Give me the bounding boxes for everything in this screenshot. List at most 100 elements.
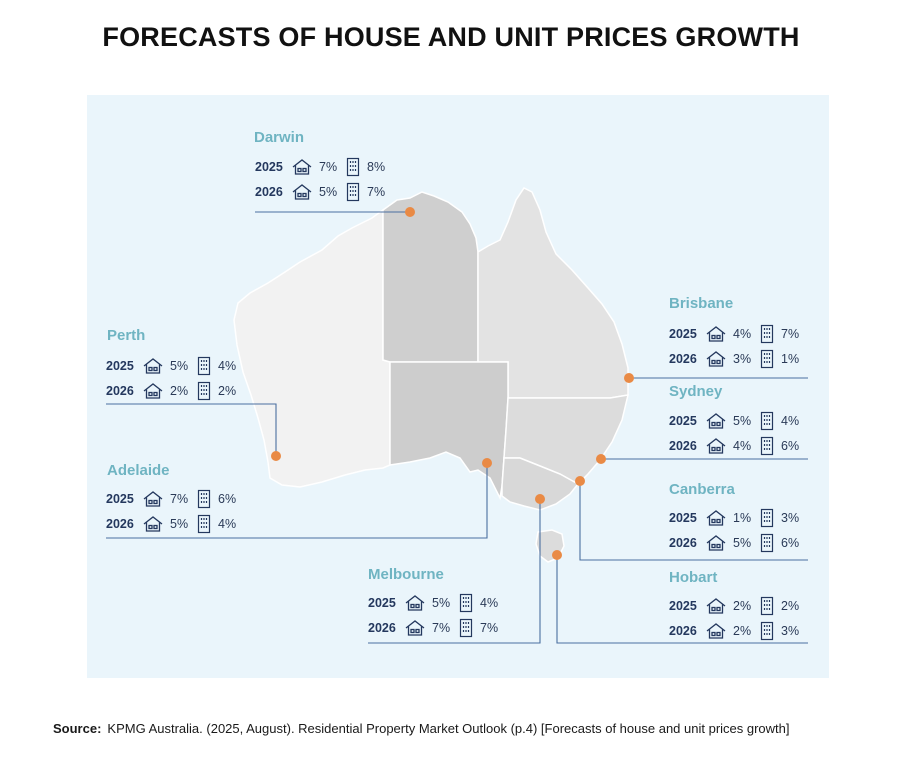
year-label: 2026 [669, 536, 697, 550]
unit-growth-value: 4% [781, 414, 800, 428]
city-label-brisbane: Brisbane [669, 295, 734, 312]
house-icon [705, 622, 727, 640]
forecast-row: 2026 2% 2% [106, 380, 244, 402]
leader-lines [106, 211, 808, 644]
house-growth-value: 2% [733, 599, 752, 613]
city-label-perth: Perth [107, 327, 146, 344]
forecast-row: 2025 2% 2% [669, 595, 807, 617]
apartment-building-icon [759, 411, 775, 431]
house-growth-value: 2% [733, 624, 752, 638]
house-growth-value: 1% [733, 511, 752, 525]
leader-line-melbourne [368, 499, 541, 644]
house-icon [142, 515, 164, 533]
source-label: Source: [53, 721, 102, 736]
house-icon [404, 619, 426, 637]
house-growth-value: 4% [733, 439, 752, 453]
house-icon [705, 350, 727, 368]
house-growth-value: 5% [319, 185, 338, 199]
leader-line-hobart [556, 555, 808, 644]
region-victoria [501, 457, 580, 511]
year-label: 2026 [106, 384, 134, 398]
source-text: KPMG Australia. (2025, August). Resident… [107, 721, 790, 736]
apartment-building-icon [196, 356, 212, 376]
house-growth-value: 5% [170, 517, 189, 531]
unit-growth-value: 1% [781, 352, 800, 366]
leader-line-canberra [579, 481, 808, 561]
unit-growth-value: 2% [781, 599, 800, 613]
year-label: 2026 [368, 621, 396, 635]
apartment-building-icon [759, 533, 775, 553]
forecast-row: 2026 5% 6% [669, 532, 807, 554]
forecast-row: 2026 4% 6% [669, 435, 807, 457]
apartment-building-icon [759, 436, 775, 456]
house-icon [705, 325, 727, 343]
forecast-row: 2025 4% 7% [669, 323, 807, 345]
house-growth-value: 5% [432, 596, 451, 610]
apartment-building-icon [759, 349, 775, 369]
year-label: 2026 [669, 439, 697, 453]
unit-growth-value: 3% [781, 624, 800, 638]
house-growth-value: 5% [733, 414, 752, 428]
year-label: 2026 [669, 624, 697, 638]
house-icon [291, 183, 313, 201]
year-label: 2026 [255, 185, 283, 199]
city-markers [271, 207, 634, 560]
apartment-building-icon [458, 593, 474, 613]
year-label: 2026 [669, 352, 697, 366]
region-northern-territory [382, 191, 479, 363]
forecast-row: 2025 1% 3% [669, 507, 807, 529]
forecast-row: 2026 5% 7% [255, 181, 393, 203]
house-icon [705, 534, 727, 552]
unit-growth-value: 7% [367, 185, 386, 199]
unit-growth-value: 4% [480, 596, 499, 610]
apartment-building-icon [196, 489, 212, 509]
city-label-hobart: Hobart [669, 569, 718, 586]
year-label: 2025 [669, 511, 697, 525]
marker-canberra [575, 476, 585, 486]
unit-growth-value: 6% [781, 536, 800, 550]
house-icon [142, 490, 164, 508]
apartment-building-icon [345, 157, 361, 177]
year-label: 2025 [368, 596, 396, 610]
house-growth-value: 5% [170, 359, 189, 373]
marker-brisbane [624, 373, 634, 383]
year-label: 2025 [255, 160, 283, 174]
house-icon [705, 412, 727, 430]
house-growth-value: 3% [733, 352, 752, 366]
house-icon [142, 357, 164, 375]
apartment-building-icon [458, 618, 474, 638]
house-icon [404, 594, 426, 612]
forecast-row: 2026 3% 1% [669, 348, 807, 370]
house-icon [705, 597, 727, 615]
house-growth-value: 7% [432, 621, 451, 635]
region-western-australia [233, 208, 391, 488]
house-growth-value: 2% [170, 384, 189, 398]
marker-hobart [552, 550, 562, 560]
apartment-building-icon [345, 182, 361, 202]
unit-growth-value: 4% [218, 359, 237, 373]
house-icon [705, 437, 727, 455]
city-label-sydney: Sydney [669, 383, 723, 400]
apartment-building-icon [759, 596, 775, 616]
marker-darwin [405, 207, 415, 217]
city-label-canberra: Canberra [669, 481, 735, 498]
house-icon [142, 382, 164, 400]
leader-line-adelaide [106, 463, 488, 539]
apartment-building-icon [196, 381, 212, 401]
apartment-building-icon [196, 514, 212, 534]
house-growth-value: 7% [319, 160, 338, 174]
house-growth-value: 4% [733, 327, 752, 341]
house-icon [705, 509, 727, 527]
marker-sydney [596, 454, 606, 464]
forecast-row: 2025 7% 6% [106, 488, 244, 510]
apartment-building-icon [759, 324, 775, 344]
marker-adelaide [482, 458, 492, 468]
year-label: 2025 [106, 492, 134, 506]
city-label-melbourne: Melbourne [368, 566, 444, 583]
house-growth-value: 5% [733, 536, 752, 550]
unit-growth-value: 6% [218, 492, 237, 506]
year-label: 2025 [106, 359, 134, 373]
marker-perth [271, 451, 281, 461]
year-label: 2025 [669, 599, 697, 613]
